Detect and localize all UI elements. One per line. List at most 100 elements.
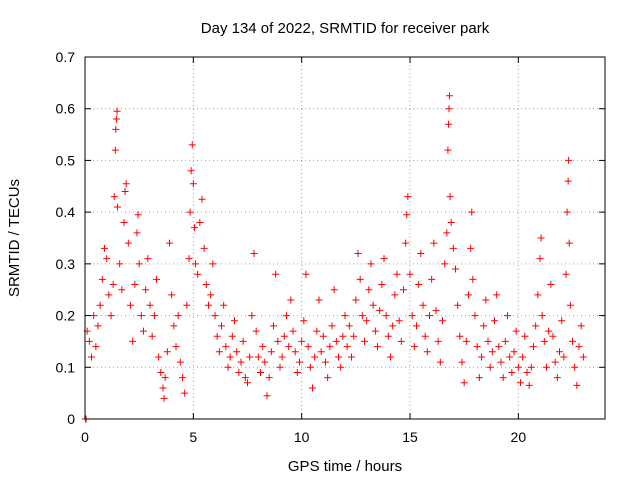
data-point <box>371 327 379 335</box>
data-point <box>350 332 358 340</box>
data-point <box>190 224 198 232</box>
x-axis-ticks: 0 5 10 15 20 <box>81 57 526 445</box>
data-point <box>497 358 505 366</box>
data-point <box>527 363 535 371</box>
data-point <box>137 312 145 320</box>
data-point <box>579 353 587 361</box>
data-point <box>446 193 454 201</box>
data-point <box>566 301 574 309</box>
data-point <box>144 255 152 263</box>
data-point <box>339 332 347 340</box>
data-point <box>172 343 180 351</box>
data-point <box>499 374 507 382</box>
data-point <box>309 384 316 392</box>
data-point <box>432 306 440 314</box>
data-point <box>239 337 247 345</box>
data-point <box>426 312 433 320</box>
data-point <box>228 332 236 340</box>
data-point <box>400 286 407 294</box>
data-point <box>363 317 371 325</box>
data-point <box>382 312 390 320</box>
data-point <box>283 312 290 320</box>
data-point <box>501 337 509 345</box>
data-point <box>166 239 173 247</box>
data-point <box>124 239 132 247</box>
data-point <box>159 384 167 392</box>
data-point <box>90 312 98 320</box>
data-point <box>186 208 194 216</box>
data-point <box>341 312 349 320</box>
data-point <box>449 244 457 252</box>
data-point <box>213 332 221 340</box>
data-point <box>536 255 544 263</box>
data-point <box>241 374 249 382</box>
data-point <box>311 353 319 361</box>
data-point <box>170 322 178 330</box>
data-point <box>135 260 143 268</box>
data-point <box>374 343 381 351</box>
data-point <box>523 368 531 376</box>
data-point <box>471 312 479 320</box>
data-point <box>150 312 158 320</box>
data-point <box>85 337 93 345</box>
data-point <box>475 374 483 382</box>
data-point <box>462 337 470 345</box>
data-point <box>192 260 199 268</box>
data-point <box>244 379 251 387</box>
data-point <box>181 389 189 397</box>
data-point <box>324 374 332 382</box>
data-point <box>556 348 563 356</box>
data-point <box>183 301 191 309</box>
data-point <box>408 312 416 320</box>
x-tick-label: 15 <box>402 429 418 445</box>
data-point <box>517 379 524 387</box>
data-point <box>530 343 537 351</box>
data-point <box>534 291 542 299</box>
data-point <box>356 275 364 283</box>
data-point <box>506 353 514 361</box>
data-point <box>218 322 225 330</box>
data-point <box>196 218 204 226</box>
data-point <box>179 374 186 382</box>
data-point <box>361 337 368 345</box>
data-point <box>445 105 453 113</box>
data-point <box>265 374 273 382</box>
data-point <box>508 368 516 376</box>
data-point <box>105 291 113 299</box>
data-point <box>328 322 336 330</box>
grid <box>85 57 605 419</box>
data-point <box>188 141 196 149</box>
data-point <box>160 394 168 402</box>
y-tick-label: 0.2 <box>56 308 76 324</box>
data-point <box>122 180 130 188</box>
data-point <box>335 353 342 361</box>
data-point <box>263 392 271 400</box>
data-point <box>267 348 275 356</box>
x-tick-label: 0 <box>81 429 89 445</box>
data-point <box>187 167 195 175</box>
data-point <box>421 332 429 340</box>
data-point <box>565 239 573 247</box>
data-points <box>81 92 587 423</box>
data-point <box>456 332 464 340</box>
data-point <box>404 193 412 201</box>
data-point <box>189 180 197 188</box>
data-point <box>369 301 377 309</box>
data-point <box>430 239 438 247</box>
data-point <box>222 343 230 351</box>
data-point <box>291 348 299 356</box>
data-point <box>120 218 128 226</box>
data-point <box>146 301 154 309</box>
data-point <box>252 327 260 335</box>
data-point <box>577 322 585 330</box>
data-point <box>300 317 308 325</box>
data-point <box>92 343 100 351</box>
y-tick-label: 0.6 <box>56 101 76 117</box>
y-tick-label: 0.4 <box>56 204 76 220</box>
data-point <box>313 327 321 335</box>
data-point <box>134 211 142 219</box>
data-point <box>88 353 95 361</box>
data-point <box>504 312 511 320</box>
y-tick-label: 0 <box>67 411 75 427</box>
